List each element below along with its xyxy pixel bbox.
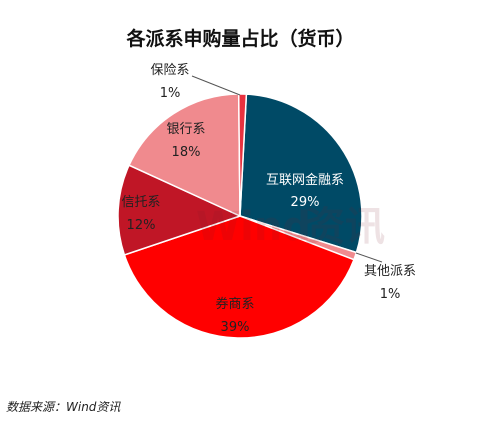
pie-slice-3 <box>117 164 243 256</box>
slice-label-4: 银行系 <box>166 122 205 137</box>
slice-label-0: 互联网金融系 <box>266 172 344 188</box>
watermark: Wind 资讯 <box>196 204 385 250</box>
slice-value-2: 39% <box>221 320 250 335</box>
slice-label-2: 券商系 <box>215 296 254 312</box>
source-note: 数据来源：Wind资讯 <box>6 400 121 414</box>
slice-value-1: 1% <box>380 287 401 302</box>
slice-value-4: 18% <box>172 145 201 160</box>
slice-label-3: 信托系 <box>121 195 160 210</box>
slice-value-5: 1% <box>160 86 181 101</box>
pie-slices <box>117 93 363 339</box>
chart-title: 各派系申购量占比（货币） <box>126 28 355 50</box>
svg-text:Wind: Wind <box>196 204 311 250</box>
slice-value-3: 12% <box>127 218 156 233</box>
slice-label-1: 其他派系 <box>364 264 416 279</box>
svg-text:资讯: 资讯 <box>305 204 385 250</box>
slice-value-0: 29% <box>291 195 320 210</box>
leader-line-1 <box>355 252 383 263</box>
leader-line-5 <box>191 75 241 96</box>
pie-slice-2 <box>123 215 355 339</box>
pie-labels: 互联网金融系 29% 其他派系 1% 券商系 39% 信托系 12% 银行系 18% 保险系 1% <box>121 63 416 335</box>
pie-slice-0 <box>239 93 363 254</box>
pie-slice-4 <box>128 93 241 218</box>
slice-label-5: 保险系 <box>150 63 189 78</box>
